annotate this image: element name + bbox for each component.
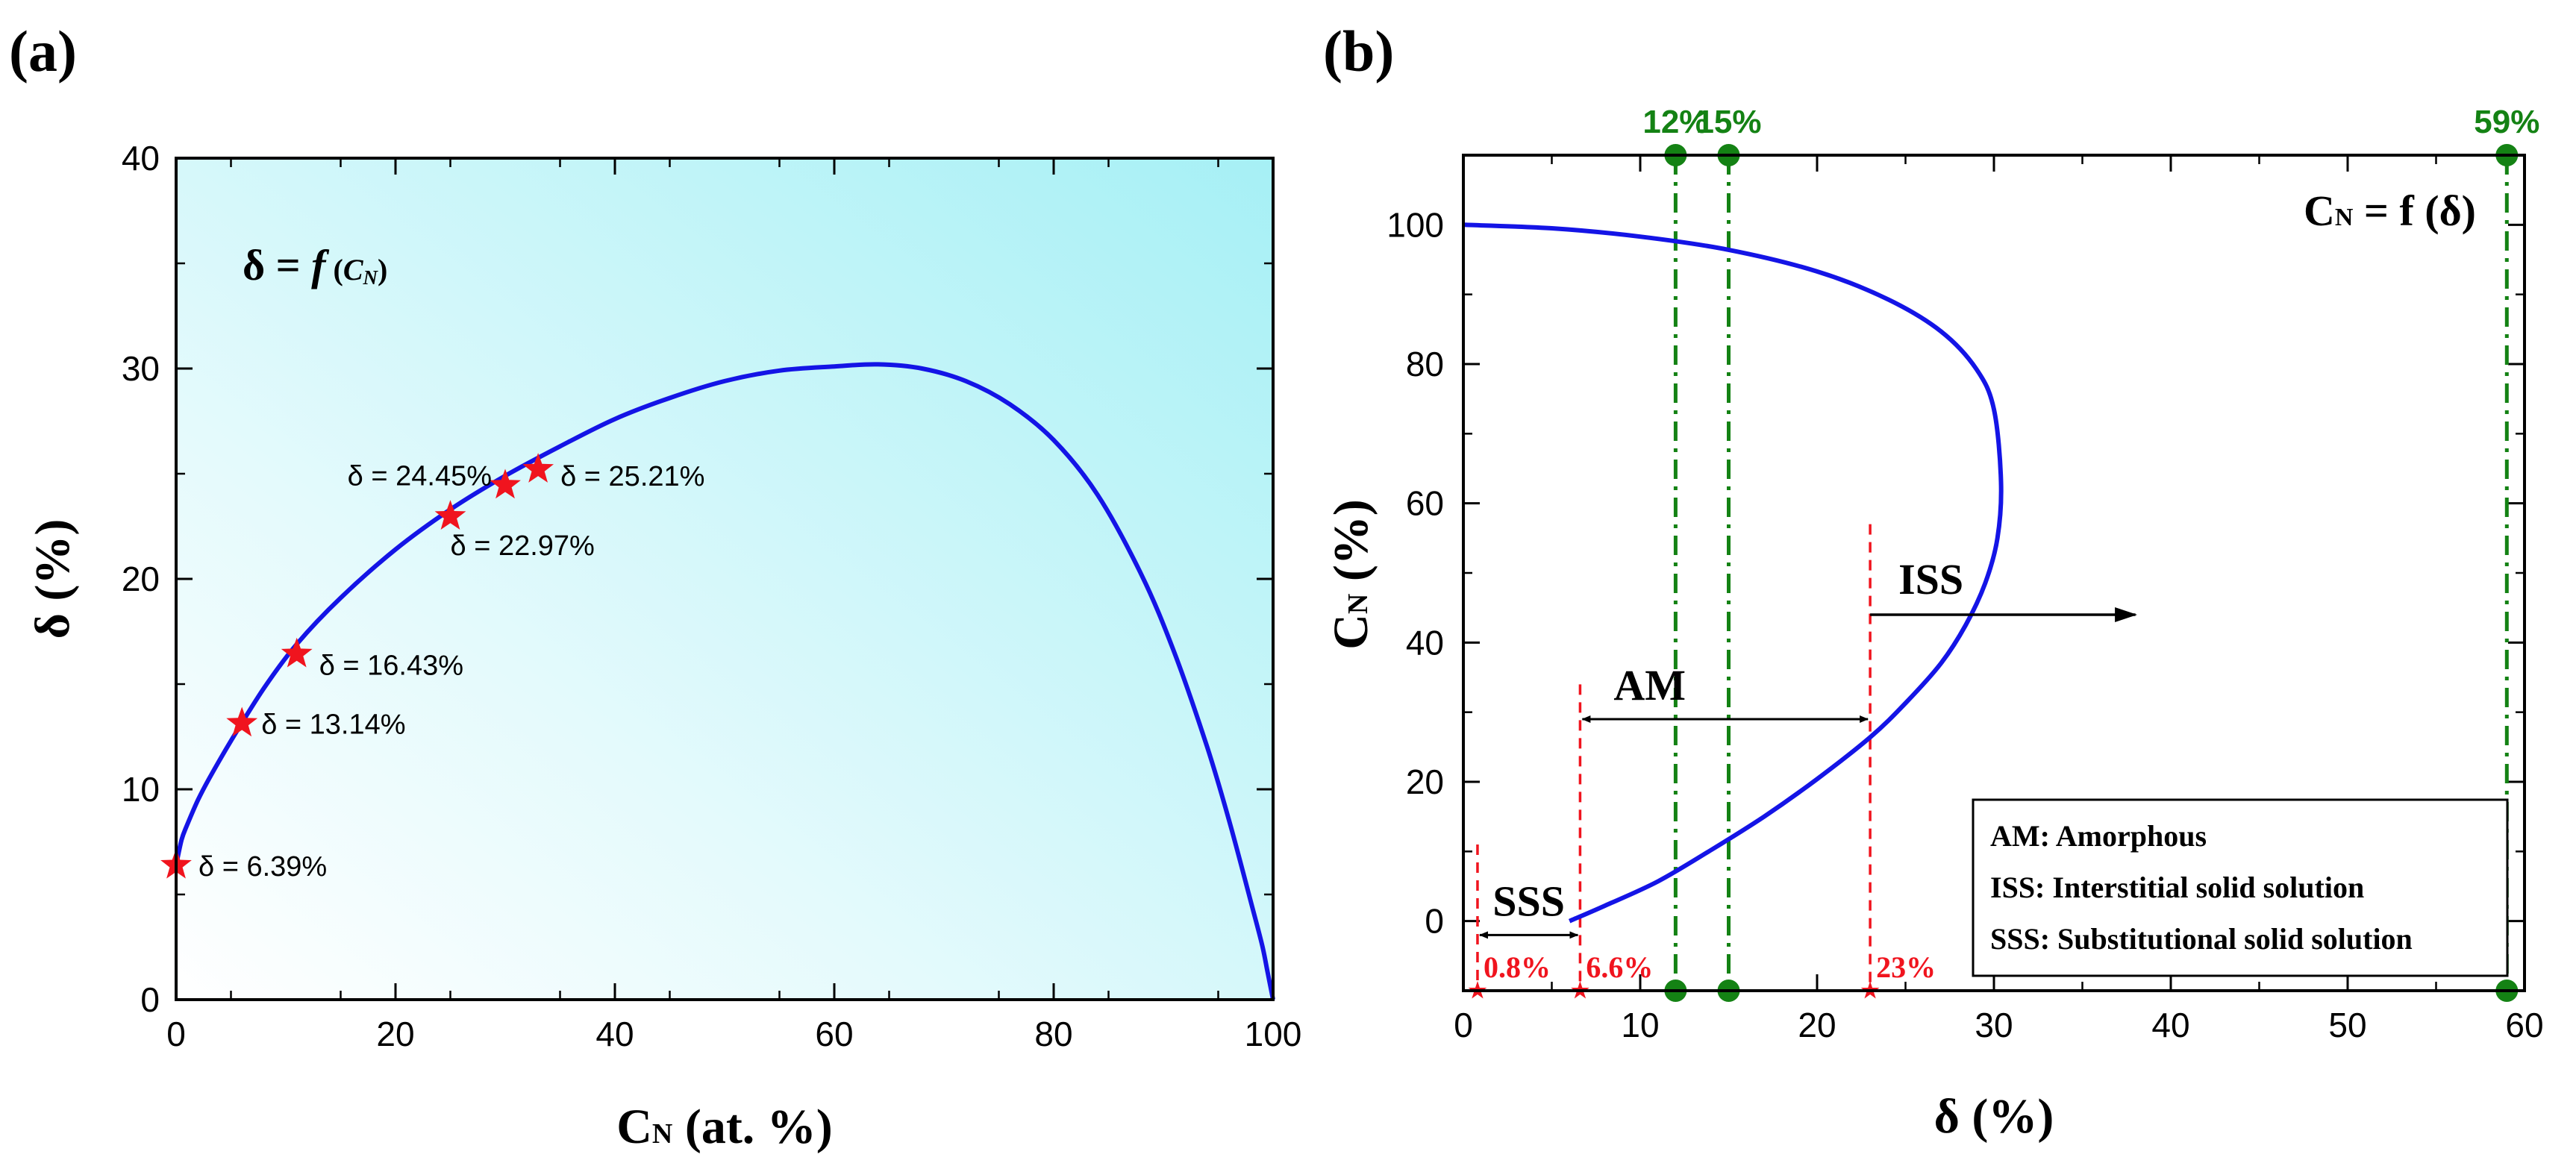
- b-xtick-label: 0: [1454, 1006, 1473, 1044]
- a-point-label-5: δ = 25.21%: [560, 461, 704, 492]
- eq-b-sub: N: [2335, 204, 2354, 231]
- eq-a-close: ): [378, 253, 387, 286]
- a-ytick-label: 20: [122, 560, 160, 598]
- b-arrow-label-1: AM: [1613, 661, 1686, 709]
- a-ytick-label: 40: [122, 139, 160, 178]
- a-point-star-5: [522, 453, 554, 483]
- a-point-label-3: δ = 22.97%: [451, 530, 595, 562]
- panel-b-legend: AM: Amorphous ISS: Interstitial solid so…: [1972, 798, 2509, 977]
- a-ytick-label: 30: [122, 349, 160, 388]
- panel-b-label: (b): [1323, 19, 1394, 84]
- eq-b-rest: = f (δ): [2353, 187, 2476, 235]
- b-ytick-label: 40: [1406, 623, 1444, 662]
- panel-a-xlabel: CN (at. %): [616, 1100, 833, 1154]
- legend-sss: SSS: Substitutional solid solution: [1990, 922, 2413, 956]
- a-point-star-2: [281, 637, 313, 668]
- panel-a-curve: [174, 362, 1275, 1000]
- a-point-label-4: δ = 24.45%: [348, 461, 492, 492]
- b-xtick-label: 10: [1621, 1006, 1659, 1044]
- b-ytick-label: 0: [1425, 902, 1444, 941]
- panel-b-tick-labels: 0 10 20 30 40 50 60 0 20 40 60 80 100: [1387, 205, 2543, 1044]
- b-series-line: [1463, 222, 2004, 924]
- a-xtick-label: 0: [166, 1015, 186, 1053]
- b-arrow-label-2: ISS: [1898, 555, 1963, 604]
- panel-b-xlabel: δ (%): [1934, 1089, 2054, 1144]
- legend-box: [1972, 798, 2509, 977]
- a-xtick-label: 40: [595, 1015, 634, 1053]
- a-point-label-2: δ = 16.43%: [319, 651, 463, 682]
- panel-b-region-arrows: SSS AM ISS: [1478, 555, 2138, 939]
- b-ytick-label: 80: [1406, 345, 1444, 383]
- panel-b-equation: CN = f (δ): [2304, 187, 2476, 235]
- a-xtick-label: 60: [815, 1015, 853, 1053]
- xlabel-a-sub: N: [652, 1118, 672, 1150]
- panel-b-ylabel: CN (%): [1324, 499, 1378, 650]
- b-ytick-label: 100: [1387, 205, 1444, 244]
- ylabel-b-sub: N: [1342, 594, 1374, 614]
- a-point-label-0: δ = 6.39%: [198, 851, 327, 883]
- panel-b-frame: [1462, 154, 2526, 992]
- b-xtick-label: 60: [2505, 1006, 2543, 1044]
- a-ytick-label: 10: [122, 770, 160, 809]
- b-xtick-label: 50: [2328, 1006, 2366, 1044]
- eq-a-lhs: δ =: [243, 241, 311, 289]
- eq-a-arg: C: [343, 253, 364, 286]
- b-green-label-0: 12%: [1642, 104, 1708, 140]
- a-point-label-1: δ = 13.14%: [261, 709, 405, 740]
- panel-a: (a) 0 20 40 60 80 100 0 10 20 30 40 δ = 6.39% δ = 1…: [9, 19, 1301, 1154]
- panel-a-label: (a): [9, 19, 77, 84]
- eq-a-open: (: [325, 253, 343, 286]
- panel-a-tick-labels: 0 20 40 60 80 100 0 10 20 30 40: [122, 139, 1302, 1053]
- panel-b: (b) 0 10 20 30 40 50 60 0 20 40 60 80 100 12%15% 59% 0…: [1323, 19, 2544, 1144]
- b-ytick-label: 20: [1406, 762, 1444, 801]
- panel-a-ylabel: δ (%): [25, 519, 80, 639]
- a-point-star-3: [434, 500, 466, 530]
- eq-b-main: C: [2304, 187, 2335, 235]
- xlabel-a-rest: (at. %): [672, 1100, 832, 1154]
- b-xtick-label: 30: [1975, 1006, 2013, 1044]
- a-xtick-label: 80: [1034, 1015, 1072, 1053]
- panel-a-frame: [175, 157, 1275, 1001]
- b-red-label-2: 23%: [1876, 950, 1936, 984]
- b-ytick-label: 60: [1406, 484, 1444, 523]
- b-red-label-1: 6.6%: [1586, 950, 1653, 984]
- b-green-label-1: 15%: [1695, 104, 1761, 140]
- b-red-label-0: 0.8%: [1484, 950, 1551, 984]
- b-green-label-2: 59%: [2474, 104, 2539, 140]
- a-xtick-label: 100: [1245, 1015, 1302, 1053]
- a-point-star-1: [226, 706, 258, 737]
- panel-a-equation: δ = f (CN): [243, 241, 387, 289]
- a-point-star-4: [490, 468, 521, 499]
- a-ytick-label: 0: [140, 980, 160, 1019]
- ylabel-b-main: C: [1324, 614, 1378, 650]
- b-xtick-label: 40: [2151, 1006, 2189, 1044]
- legend-am: AM: Amorphous: [1990, 819, 2207, 853]
- b-arrow-label-0: SSS: [1492, 877, 1565, 925]
- a-series-line: [174, 362, 1275, 1000]
- a-xtick-label: 20: [376, 1015, 414, 1053]
- panel-b-reference-lines: 12%15% 59% 0.8% 6.6% 23%: [1468, 104, 2539, 1002]
- eq-a-sub: N: [363, 266, 379, 289]
- b-xtick-label: 20: [1798, 1006, 1836, 1044]
- xlabel-a-main: C: [616, 1100, 652, 1154]
- ylabel-b-rest: (%): [1324, 499, 1378, 593]
- panel-b-curve: [1463, 222, 2004, 924]
- panel-a-points: δ = 6.39% δ = 13.14% δ = 16.43% δ = 22.97% δ…: [160, 453, 704, 883]
- legend-iss: ISS: Interstitial solid solution: [1990, 871, 2364, 904]
